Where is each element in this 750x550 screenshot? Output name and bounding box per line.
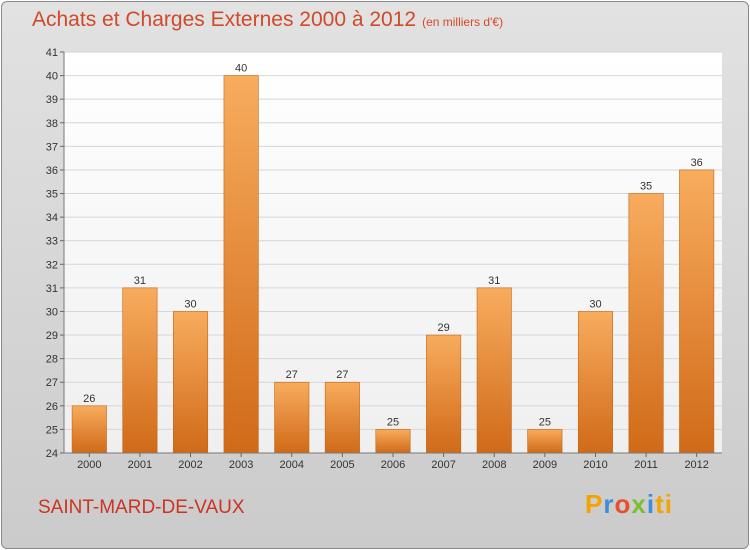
y-tick-label: 28	[46, 354, 58, 366]
x-tick-label: 2010	[583, 459, 607, 471]
proxiti-logo: Proxiti	[585, 489, 673, 520]
y-tick-label: 38	[46, 118, 58, 130]
x-tick-label: 2012	[684, 459, 708, 471]
y-tick-label: 39	[46, 94, 58, 106]
x-tick-label: 2007	[431, 459, 455, 471]
x-tick-label: 2003	[229, 459, 253, 471]
bar-2009	[527, 429, 563, 454]
bar-2001	[122, 287, 158, 454]
y-tick-label: 40	[46, 71, 58, 83]
bar-value-label: 27	[286, 369, 298, 381]
chart-title: Achats et Charges Externes 2000 à 2012 (e…	[32, 8, 503, 32]
bar-value-label: 31	[134, 275, 146, 287]
bar-2012	[679, 169, 715, 454]
y-tick-label: 33	[46, 236, 58, 248]
y-tick-label: 31	[46, 283, 58, 295]
x-tick-label: 2011	[634, 459, 658, 471]
x-tick-label: 2004	[280, 459, 304, 471]
y-tick-label: 30	[46, 306, 58, 318]
bar-value-label: 30	[184, 298, 196, 310]
bar-value-label: 40	[235, 63, 247, 75]
chart-title-text: Achats et Charges Externes 2000 à 2012	[32, 8, 417, 31]
bar-2007	[426, 334, 462, 454]
plot-area	[64, 52, 722, 453]
x-tick-label: 2001	[128, 459, 152, 471]
bar-value-label: 36	[691, 157, 703, 169]
bar-value-label: 31	[488, 275, 500, 287]
bar-value-label: 27	[336, 369, 348, 381]
bar-2002	[173, 311, 209, 454]
bar-value-label: 25	[387, 416, 399, 428]
bar-2008	[476, 287, 512, 454]
bar-value-label: 26	[83, 393, 95, 405]
y-tick-label: 27	[46, 377, 58, 389]
y-tick-label: 34	[46, 212, 58, 224]
bar-2003	[223, 75, 259, 454]
y-tick-label: 41	[46, 47, 58, 59]
y-tick-label: 32	[46, 259, 58, 271]
logo-letter: ti	[655, 489, 673, 519]
x-tick-label: 2009	[533, 459, 557, 471]
bar-2000	[71, 405, 107, 454]
y-tick-label: 26	[46, 401, 58, 413]
x-tick-label: 2005	[330, 459, 354, 471]
logo-letter: r	[603, 489, 615, 519]
y-tick-label: 37	[46, 141, 58, 153]
logo-letter: x	[631, 489, 647, 519]
bar-value-label: 25	[539, 416, 551, 428]
logo-letter: i	[646, 489, 656, 519]
chart-subtitle: (en milliers d'€)	[422, 15, 504, 29]
bar-2011	[628, 193, 664, 454]
logo-letter: P	[585, 489, 604, 519]
x-tick-label: 2008	[482, 459, 506, 471]
y-tick-label: 36	[46, 165, 58, 177]
bar-value-label: 35	[640, 181, 652, 193]
x-tick-label: 2002	[178, 459, 202, 471]
y-tick-label: 29	[46, 330, 58, 342]
y-tick-label: 35	[46, 189, 58, 201]
bar-value-label: 29	[437, 322, 449, 334]
bar-2010	[577, 311, 613, 454]
y-tick-label: 24	[46, 448, 58, 460]
bar-2005	[324, 381, 360, 454]
bar-2006	[375, 429, 411, 454]
commune-name: SAINT-MARD-DE-VAUX	[38, 497, 245, 518]
bar-value-label: 30	[589, 298, 601, 310]
bar-2004	[274, 381, 310, 454]
x-tick-label: 2006	[381, 459, 405, 471]
y-tick-label: 25	[46, 424, 58, 436]
logo-letter: o	[614, 489, 632, 519]
x-tick-label: 2000	[77, 459, 101, 471]
